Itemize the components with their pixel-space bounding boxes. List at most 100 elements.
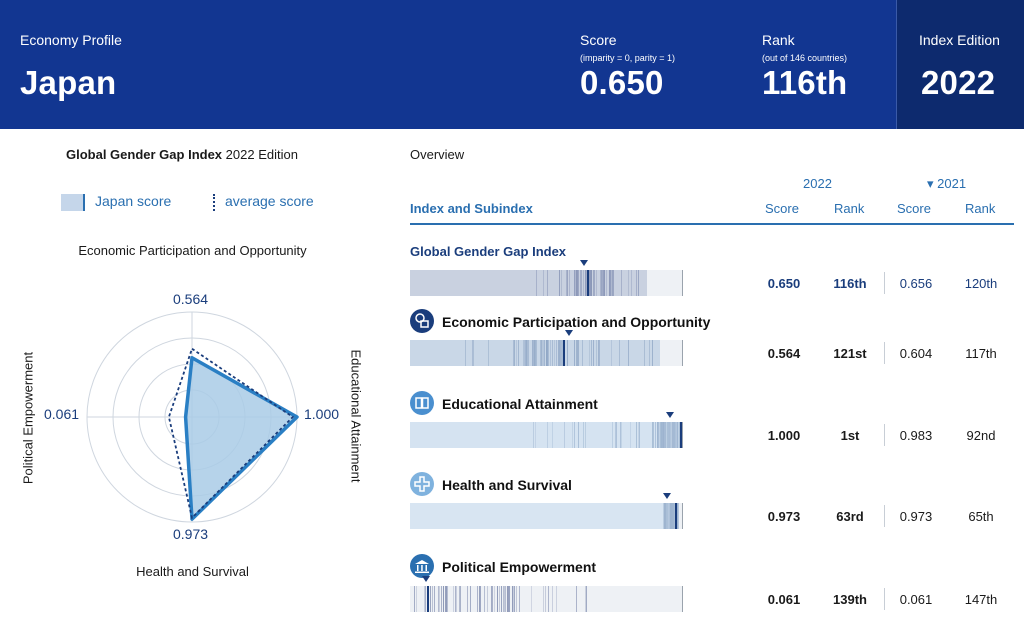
rank-note: (out of 146 countries)	[762, 53, 848, 63]
distribution-tick	[677, 422, 678, 448]
distribution-tick	[501, 586, 503, 612]
score-2022-gggi: 0.650	[767, 276, 801, 291]
distribution-tick	[599, 340, 601, 366]
distribution-tick	[476, 586, 478, 612]
distribution-tick	[665, 503, 667, 529]
distribution-tick	[655, 422, 657, 448]
distribution-tick	[571, 422, 573, 448]
distribution-tick	[438, 586, 440, 612]
distribution-tick	[676, 503, 678, 529]
bar-fill	[410, 503, 680, 529]
distribution-tick	[532, 340, 534, 366]
col-divider	[884, 588, 885, 610]
row-title-health: Health and Survival	[442, 477, 572, 493]
distribution-tick	[596, 270, 598, 296]
distribution-tick	[536, 270, 538, 296]
distribution-tick	[548, 340, 550, 366]
distribution-tick	[547, 270, 549, 296]
distribution-tick	[660, 422, 662, 448]
distribution-tick	[651, 422, 653, 448]
average-legend-label: average score	[225, 193, 314, 209]
bar-end-health	[682, 503, 683, 529]
rank-2021-gggi: 120th	[964, 276, 998, 291]
average-legend-swatch	[213, 194, 215, 211]
average-marker-health	[663, 493, 671, 499]
distribution-tick	[546, 422, 548, 448]
distribution-bar-political	[410, 586, 682, 612]
distribution-tick	[659, 422, 661, 448]
distribution-tick	[555, 586, 557, 612]
distribution-tick	[577, 340, 579, 366]
distribution-tick	[531, 586, 533, 612]
score-2021-health: 0.973	[899, 509, 933, 524]
row-title-gggi: Global Gender Gap Index	[410, 244, 567, 259]
value-health: 0.973	[173, 526, 209, 542]
distribution-tick	[595, 340, 597, 366]
distribution-tick	[553, 340, 555, 366]
distribution-tick	[678, 422, 680, 448]
distribution-tick	[602, 270, 604, 296]
distribution-tick	[543, 340, 545, 366]
col-index-header: Index and Subindex	[410, 201, 533, 216]
distribution-tick	[583, 270, 585, 296]
distribution-tick	[672, 503, 674, 529]
distribution-tick	[541, 340, 543, 366]
distribution-tick	[517, 340, 519, 366]
distribution-bar-gggi	[410, 270, 682, 296]
distribution-tick	[590, 270, 592, 296]
distribution-tick	[454, 586, 456, 612]
distribution-tick	[415, 586, 417, 612]
japan-legend-label: Japan score	[95, 193, 172, 209]
distribution-tick	[588, 340, 590, 366]
distribution-tick	[508, 586, 510, 612]
distribution-tick	[665, 503, 667, 529]
distribution-tick	[584, 586, 586, 612]
edition-label: Index Edition	[919, 32, 1000, 48]
year-2021-selector[interactable]: ▾ 2021	[927, 176, 967, 191]
distribution-tick	[653, 422, 655, 448]
distribution-tick	[533, 340, 535, 366]
distribution-tick	[479, 586, 481, 612]
distribution-tick	[673, 503, 675, 529]
health-icon	[410, 472, 434, 496]
table-header-rule	[410, 223, 1014, 225]
distribution-tick	[619, 422, 621, 448]
distribution-tick	[584, 422, 586, 448]
distribution-tick	[662, 422, 664, 448]
distribution-tick	[663, 503, 665, 529]
distribution-tick	[549, 340, 551, 366]
economic-icon	[410, 309, 434, 333]
distribution-tick	[464, 340, 466, 366]
japan-legend-swatch	[61, 194, 85, 211]
score-value: 0.650	[580, 64, 664, 101]
distribution-tick	[615, 422, 617, 448]
distribution-tick	[539, 340, 541, 366]
distribution-tick	[547, 270, 549, 296]
distribution-tick	[546, 340, 548, 366]
distribution-tick	[514, 586, 516, 612]
distribution-tick	[540, 340, 542, 366]
distribution-tick	[575, 270, 577, 296]
rank-2022-education: 1st	[840, 428, 860, 443]
distribution-tick	[674, 422, 675, 448]
distribution-tick	[459, 586, 461, 612]
distribution-tick	[445, 586, 447, 612]
distribution-tick	[610, 270, 612, 296]
distribution-tick	[668, 503, 670, 529]
distribution-tick	[467, 586, 468, 612]
distribution-tick	[443, 586, 445, 612]
distribution-tick	[453, 586, 455, 612]
rank-2021-health: 65th	[968, 509, 994, 524]
distribution-tick	[627, 270, 629, 296]
edition-box	[896, 0, 1024, 129]
distribution-tick	[656, 422, 658, 448]
distribution-tick	[592, 270, 594, 296]
distribution-tick	[585, 270, 587, 296]
distribution-bar-education	[410, 422, 682, 448]
distribution-tick	[558, 340, 560, 366]
axis-label-economic: Economic Participation and Opportunity	[78, 243, 307, 258]
col-divider	[884, 505, 885, 527]
score-2022-health: 0.973	[767, 509, 801, 524]
distribution-tick	[566, 340, 568, 366]
distribution-tick	[507, 586, 509, 612]
